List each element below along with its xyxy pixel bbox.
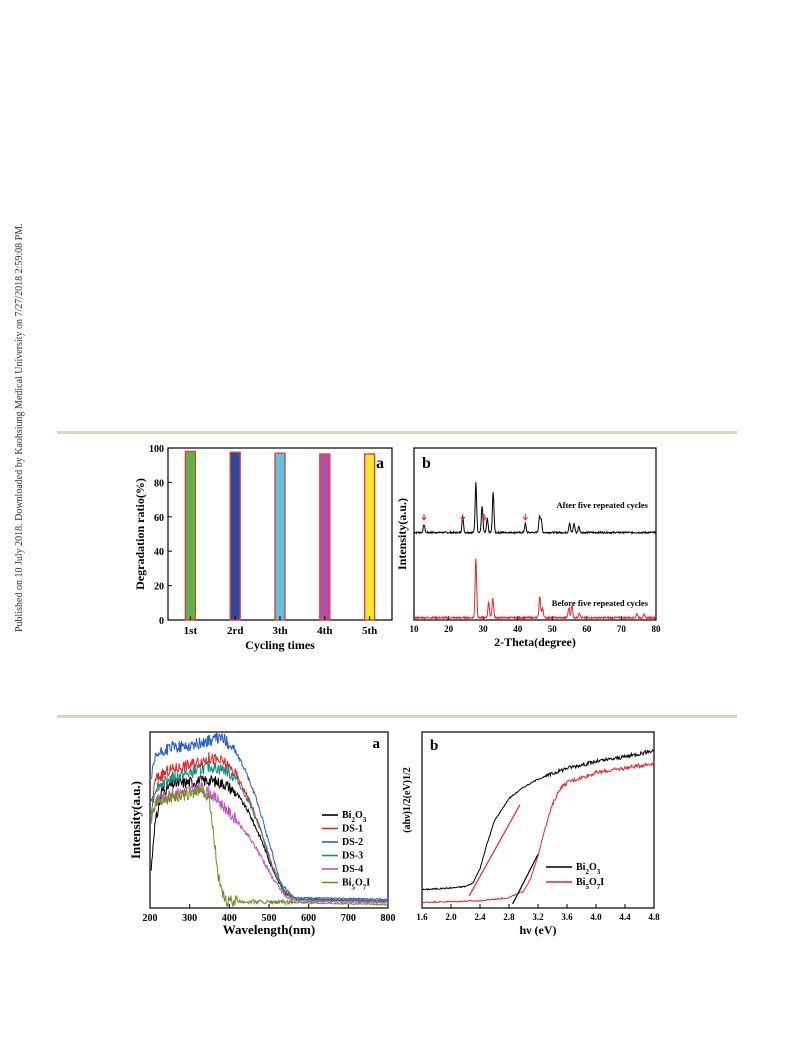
peak-arrow: [522, 514, 528, 521]
x-axis-label: 2-Theta(degree): [494, 635, 576, 649]
x-tick-label: 1.6: [416, 912, 428, 922]
watermark-text: Published on 10 July 2018. Downloaded by…: [14, 223, 25, 632]
x-tick-label: 4.8: [648, 912, 660, 922]
x-axis-label: hν (eV): [519, 923, 556, 937]
legend-label-ds-4: DS-4: [342, 864, 363, 875]
x-tick-label: 30: [479, 624, 489, 634]
bar-5th: [363, 453, 376, 621]
series-line-before: [413, 558, 657, 621]
legend-label-ds-3: DS-3: [342, 851, 363, 862]
plot-frame: [413, 447, 657, 621]
x-tick-label: 50: [548, 624, 558, 634]
panel-label: a: [376, 455, 384, 472]
x-tick-label: 1st: [184, 625, 198, 637]
y-tick-label: 40: [154, 547, 164, 558]
bar-2rd: [229, 451, 241, 621]
tangent-line: [512, 854, 539, 905]
x-tick-label: 200: [143, 913, 158, 924]
x-tick-label: 700: [341, 913, 356, 924]
y-tick-label: 20: [154, 582, 164, 593]
legend-label-bi2o3: Bi2O3: [342, 810, 367, 824]
series-line-after: [413, 482, 657, 535]
bar-4th: [319, 453, 331, 621]
tangent-line: [468, 804, 521, 897]
y-axis-label: (ahν)1/2(eV)1/2: [402, 767, 413, 833]
bar-1st: [184, 450, 197, 621]
x-tick-label: 500: [262, 913, 277, 924]
y-tick-label: 60: [154, 513, 164, 524]
x-tick-label: 5th: [362, 625, 377, 637]
x-tick-label: 2.4: [474, 912, 486, 922]
peak-arrow: [421, 514, 427, 521]
x-tick-label: 3.2: [532, 912, 544, 922]
series-label: After five repeated cycles: [557, 500, 649, 510]
y-tick-label: 0: [159, 616, 164, 627]
peak-arrow: [460, 514, 466, 521]
y-axis-label: Intensity(a.u.): [128, 781, 143, 859]
x-tick-label: 80: [652, 624, 662, 634]
x-tick-label: 3th: [272, 625, 287, 637]
x-tick-label: 4th: [317, 625, 332, 637]
legend-label-bi5o7i: Bi5O7I: [576, 877, 604, 891]
series-line-bi5o7i: [421, 761, 655, 904]
series-line-ds-2: [150, 731, 389, 901]
panel-label: a: [373, 736, 381, 752]
y-tick-label: 100: [149, 444, 164, 455]
peak-arrow: [481, 514, 487, 521]
legend-label-bi2o3: Bi2O3: [576, 862, 601, 876]
x-tick-label: 2.0: [445, 912, 457, 922]
legend-label-ds-2: DS-2: [342, 837, 363, 848]
x-tick-label: 3.6: [561, 912, 573, 922]
series-line-bi2o3: [421, 748, 655, 891]
x-tick-label: 60: [582, 624, 592, 634]
series-line-ds-4: [150, 781, 389, 905]
x-tick-label: 10: [410, 624, 420, 634]
panel-label: b: [430, 738, 438, 754]
x-tick-label: 2.8: [503, 912, 515, 922]
divider-top: [57, 431, 737, 434]
bar-3th: [274, 452, 286, 621]
x-tick-label: 4.0: [590, 912, 602, 922]
panel-label: b: [422, 455, 431, 472]
y-axis-label: Intensity(a.u.): [398, 498, 409, 570]
x-tick-label: 70: [617, 624, 627, 634]
legend-label-bi5o7i: Bi5O7I: [342, 878, 370, 892]
y-axis-label: Degradation ratio(%): [133, 478, 147, 590]
y-tick-label: 80: [154, 478, 164, 489]
x-tick-label: 400: [222, 913, 237, 924]
degradation-bar-chart: 0 20 40 60 80 100 1st 2rd 3th 4th 5th a Cycling time…: [133, 444, 393, 652]
x-axis-label: Wavelength(nm): [223, 922, 315, 937]
series-line-ds-3: [150, 760, 388, 903]
divider-bottom: [57, 715, 737, 718]
x-tick-label: 20: [444, 624, 454, 634]
watermark: Published on 10 July 2018. Downloaded by…: [0, 0, 30, 640]
xrd-chart: 10 20 30 40 50 60 70 80 After five repeated cycl…: [398, 447, 662, 649]
x-tick-label: 800: [381, 913, 396, 924]
series-line-bi5o7i: [150, 784, 389, 907]
x-tick-label: 2rd: [227, 625, 244, 637]
x-tick-label: 40: [513, 624, 523, 634]
series-label: Before five repeated cycles: [552, 598, 649, 608]
x-tick-label: 300: [182, 913, 197, 924]
legend-label-ds-1: DS-1: [342, 824, 363, 835]
x-tick-label: 600: [301, 913, 316, 924]
x-tick-label: 4.4: [619, 912, 631, 922]
x-axis-label: Cycling times: [245, 638, 315, 652]
